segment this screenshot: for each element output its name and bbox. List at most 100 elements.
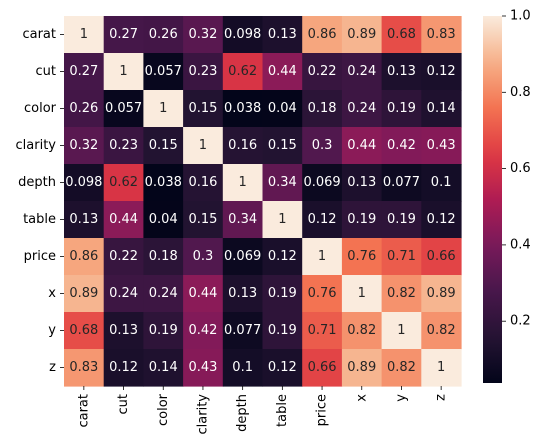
cell-annotation: 0.19 [387,101,416,116]
heatmap-cell-carat-cut [103,16,144,54]
colorbar-tick-label: 0.8 [510,85,531,100]
x-tick-label-depth: depth [235,394,250,432]
heatmap-cell-color-color [143,90,184,128]
cell-annotation: 0.82 [387,360,416,375]
x-tick-label-x: x [354,394,369,402]
cell-annotation: 0.3 [312,138,333,153]
heatmap-cell-price-z [421,238,462,276]
heatmap-cell-table-carat [64,201,105,239]
heatmap-cell-cut-carat [64,53,105,91]
colorbar: 0.2 0.4 0.6 0.8 1.0 [483,9,531,383]
cell-annotation: 0.077 [383,175,420,190]
heatmap-cell-depth-table [262,164,303,202]
heatmap-cell-price-x [341,238,383,276]
cell-annotation: 0.1 [232,360,253,375]
heatmap-cell-carat-carat [64,16,105,54]
heatmap-cell-x-x [341,275,383,313]
heatmap-cell-x-color [143,275,184,313]
heatmap-cell-cut-color [143,53,184,91]
y-tick-labels: carat cut color clarity depth table price x y z [16,27,64,375]
heatmap-cell-price-price [302,238,343,276]
cell-annotation: 0.34 [228,212,257,227]
cell-annotation: 1 [397,323,405,338]
heatmap-cell-clarity-carat [64,127,105,165]
cell-annotation: 0.24 [347,101,376,116]
heatmap-cell-price-carat [64,238,105,276]
y-tick-label-y: y [48,323,56,338]
cell-annotation: 0.68 [387,27,416,42]
heatmap-cell-color-table [262,90,303,128]
cell-annotation: 0.22 [109,249,138,264]
cell-annotation: 0.24 [109,286,138,301]
heatmap-cell-y-z [421,312,462,350]
heatmap-cell-price-clarity [183,238,224,276]
cell-annotation: 0.12 [308,212,337,227]
heatmap-cell-x-clarity [183,275,224,313]
heatmap-cell-x-table [262,275,303,313]
y-tick-label-z: z [49,360,56,375]
cell-annotation: 0.15 [188,212,217,227]
cell-annotation: 0.038 [145,175,182,190]
cell-annotation: 0.14 [427,101,456,116]
cell-annotation: 0.12 [268,360,297,375]
heatmap-cell-z-clarity [183,349,224,387]
heatmap-cell-y-depth [222,312,264,350]
y-tick-label-table: table [23,212,56,227]
cell-annotation: 0.68 [69,323,98,338]
cell-annotation: 0.24 [347,64,376,79]
heatmap-cell-cut-x [341,53,383,91]
heatmap-cell-color-clarity [183,90,224,128]
cell-annotation: 0.04 [149,212,178,227]
heatmap-cell-color-depth [222,90,264,128]
heatmap-cell-x-price [302,275,343,313]
cell-annotation: 0.86 [69,249,98,264]
heatmap-cell-cut-depth [222,53,264,91]
heatmap-cell-price-table [262,238,303,276]
cell-annotation: 0.15 [149,138,178,153]
heatmap-cell-color-price [302,90,343,128]
heatmap-cell-carat-z [421,16,462,54]
cell-annotation: 0.26 [149,27,178,42]
heatmap-cell-cut-table [262,53,303,91]
cell-annotation: 0.098 [65,175,102,190]
x-tick-label-price: price [315,394,330,426]
cell-annotation: 0.32 [188,27,217,42]
heatmap-cell-x-cut [103,275,144,313]
heatmap-cell-color-cut [103,90,144,128]
cell-annotation: 1 [159,101,167,116]
heatmap-cell-color-z [421,90,462,128]
cell-annotation: 0.71 [387,249,416,264]
heatmap-cell-z-x [341,349,383,387]
cell-annotation: 0.66 [427,249,456,264]
cell-annotation: 0.86 [308,27,337,42]
heatmap-cell-z-price [302,349,343,387]
heatmap-cell-depth-y [381,164,422,202]
heatmap-cell-depth-cut [103,164,144,202]
heatmap-cell-depth-x [341,164,383,202]
cell-annotation: 0.13 [387,64,416,79]
cell-annotation: 0.12 [109,360,138,375]
heatmap-cell-y-cut [103,312,144,350]
cell-annotation: 0.098 [224,27,261,42]
cell-annotation: 0.44 [347,138,376,153]
cell-annotation: 0.32 [69,138,98,153]
heatmap-cell-table-table [262,201,303,239]
cell-annotation: 0.76 [308,286,337,301]
heatmap-cell-table-clarity [183,201,224,239]
colorbar-tick-label: 0.4 [510,237,531,252]
cell-annotation: 0.13 [69,212,98,227]
x-tick-labels: carat cut color clarity depth table price x y z [76,386,449,434]
x-tick-label-z: z [434,394,449,401]
heatmap-cell-cut-y [381,53,422,91]
heatmap-cell-table-y [381,201,422,239]
cell-annotation: 1 [278,212,286,227]
cell-annotation: 0.19 [347,212,376,227]
cell-annotation: 0.89 [347,27,376,42]
cell-annotation: 0.23 [109,138,138,153]
cell-annotation: 1 [358,286,366,301]
heatmap-cell-price-color [143,238,184,276]
cell-annotation: 0.83 [69,360,98,375]
cell-annotation: 0.13 [268,27,297,42]
cell-annotation: 0.44 [188,286,217,301]
